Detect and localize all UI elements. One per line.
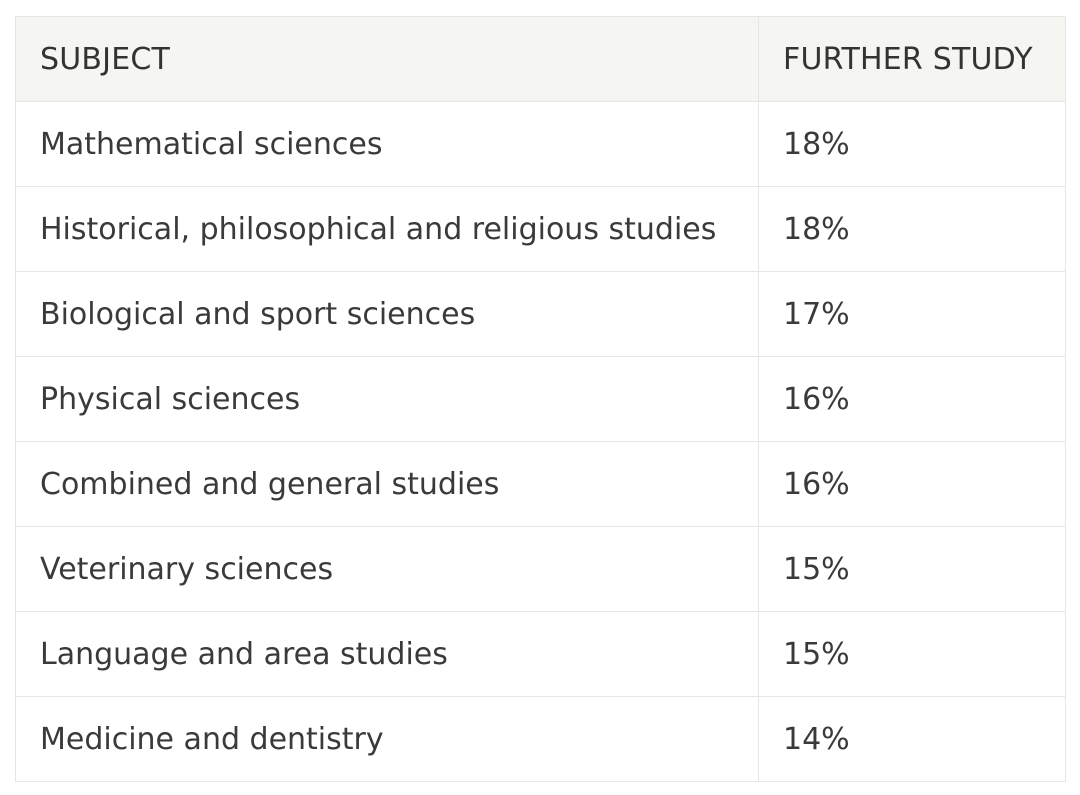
subject-cell: Historical, philosophical and religious …	[15, 186, 759, 272]
further-study-table: SUBJECT FURTHER STUDY Mathematical scien…	[15, 16, 1066, 782]
further-study-cell: 16%	[758, 441, 1066, 527]
subject-cell: Mathematical sciences	[15, 101, 759, 187]
table-row: Biological and sport sciences 17%	[15, 271, 1066, 357]
table-row: Mathematical sciences 18%	[15, 101, 1066, 187]
table-row: Historical, philosophical and religious …	[15, 186, 1066, 272]
further-study-cell: 15%	[758, 611, 1066, 697]
table-row: Language and area studies 15%	[15, 611, 1066, 697]
subject-cell: Physical sciences	[15, 356, 759, 442]
table-container: SUBJECT FURTHER STUDY Mathematical scien…	[15, 16, 1066, 782]
subject-cell: Medicine and dentistry	[15, 696, 759, 782]
further-study-cell: 18%	[758, 101, 1066, 187]
table-body: Mathematical sciences 18% Historical, ph…	[15, 101, 1066, 782]
further-study-cell: 18%	[758, 186, 1066, 272]
header-row: SUBJECT FURTHER STUDY	[15, 16, 1066, 102]
column-header-subject: SUBJECT	[15, 16, 759, 102]
subject-cell: Combined and general studies	[15, 441, 759, 527]
column-header-further-study: FURTHER STUDY	[758, 16, 1066, 102]
table-row: Veterinary sciences 15%	[15, 526, 1066, 612]
table-row: Physical sciences 16%	[15, 356, 1066, 442]
further-study-cell: 14%	[758, 696, 1066, 782]
subject-cell: Language and area studies	[15, 611, 759, 697]
table-row: Medicine and dentistry 14%	[15, 696, 1066, 782]
further-study-cell: 17%	[758, 271, 1066, 357]
table-row: Combined and general studies 16%	[15, 441, 1066, 527]
subject-cell: Veterinary sciences	[15, 526, 759, 612]
further-study-cell: 15%	[758, 526, 1066, 612]
table-header: SUBJECT FURTHER STUDY	[15, 16, 1066, 102]
subject-cell: Biological and sport sciences	[15, 271, 759, 357]
further-study-cell: 16%	[758, 356, 1066, 442]
